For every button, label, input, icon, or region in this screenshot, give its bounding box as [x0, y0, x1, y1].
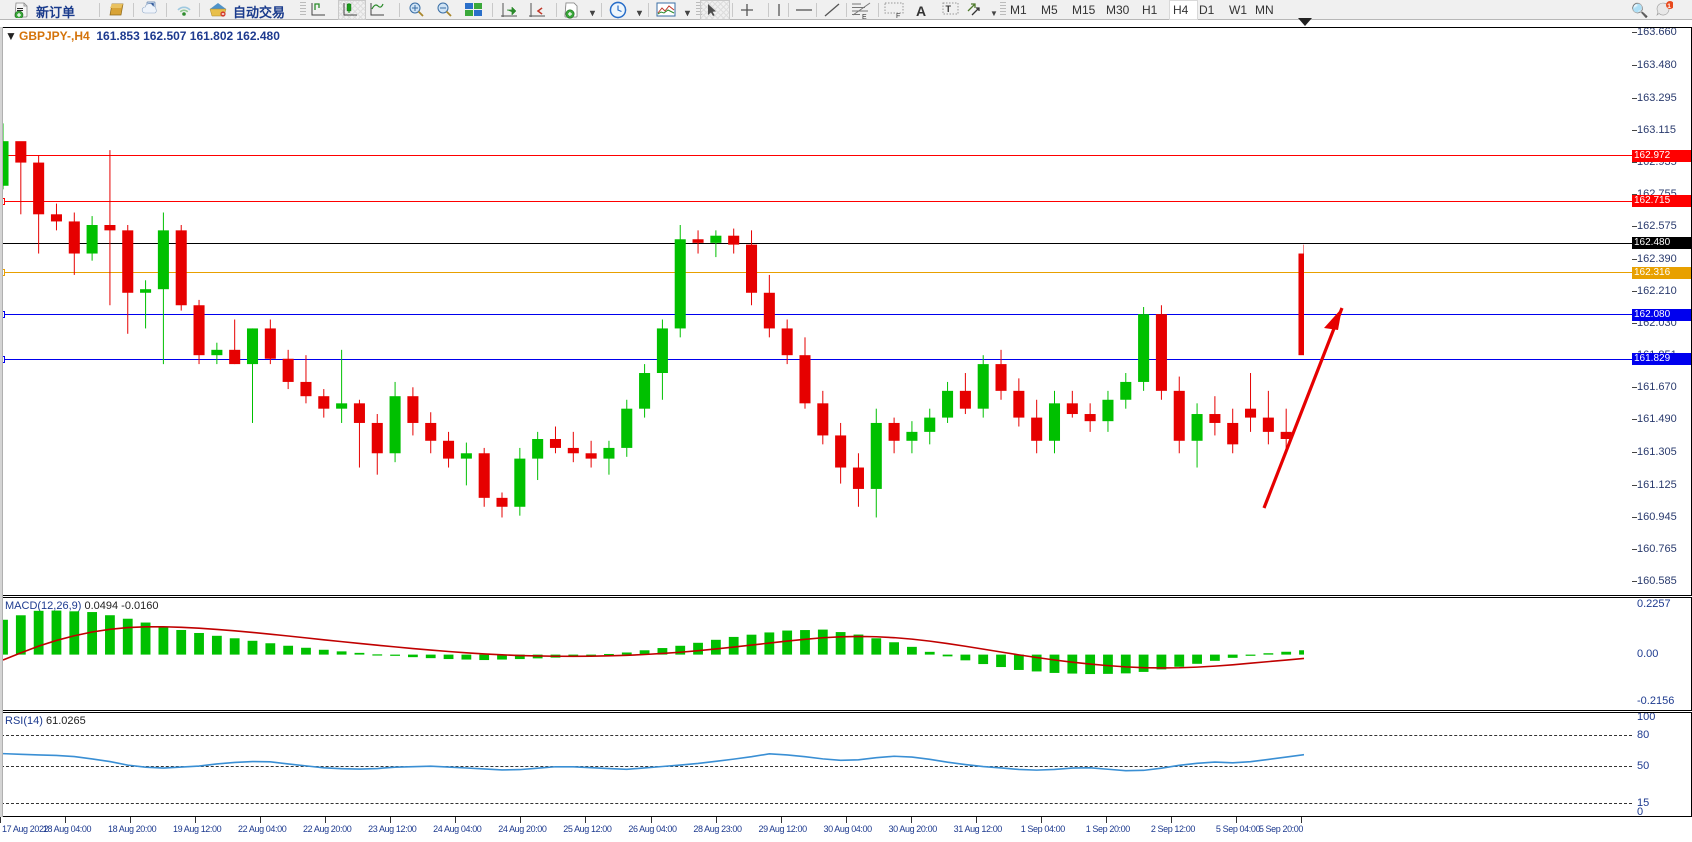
svg-text:1: 1: [1667, 3, 1671, 10]
svg-text:E: E: [862, 14, 867, 19]
svg-text:F: F: [896, 13, 900, 18]
svg-text:T: T: [946, 4, 952, 14]
